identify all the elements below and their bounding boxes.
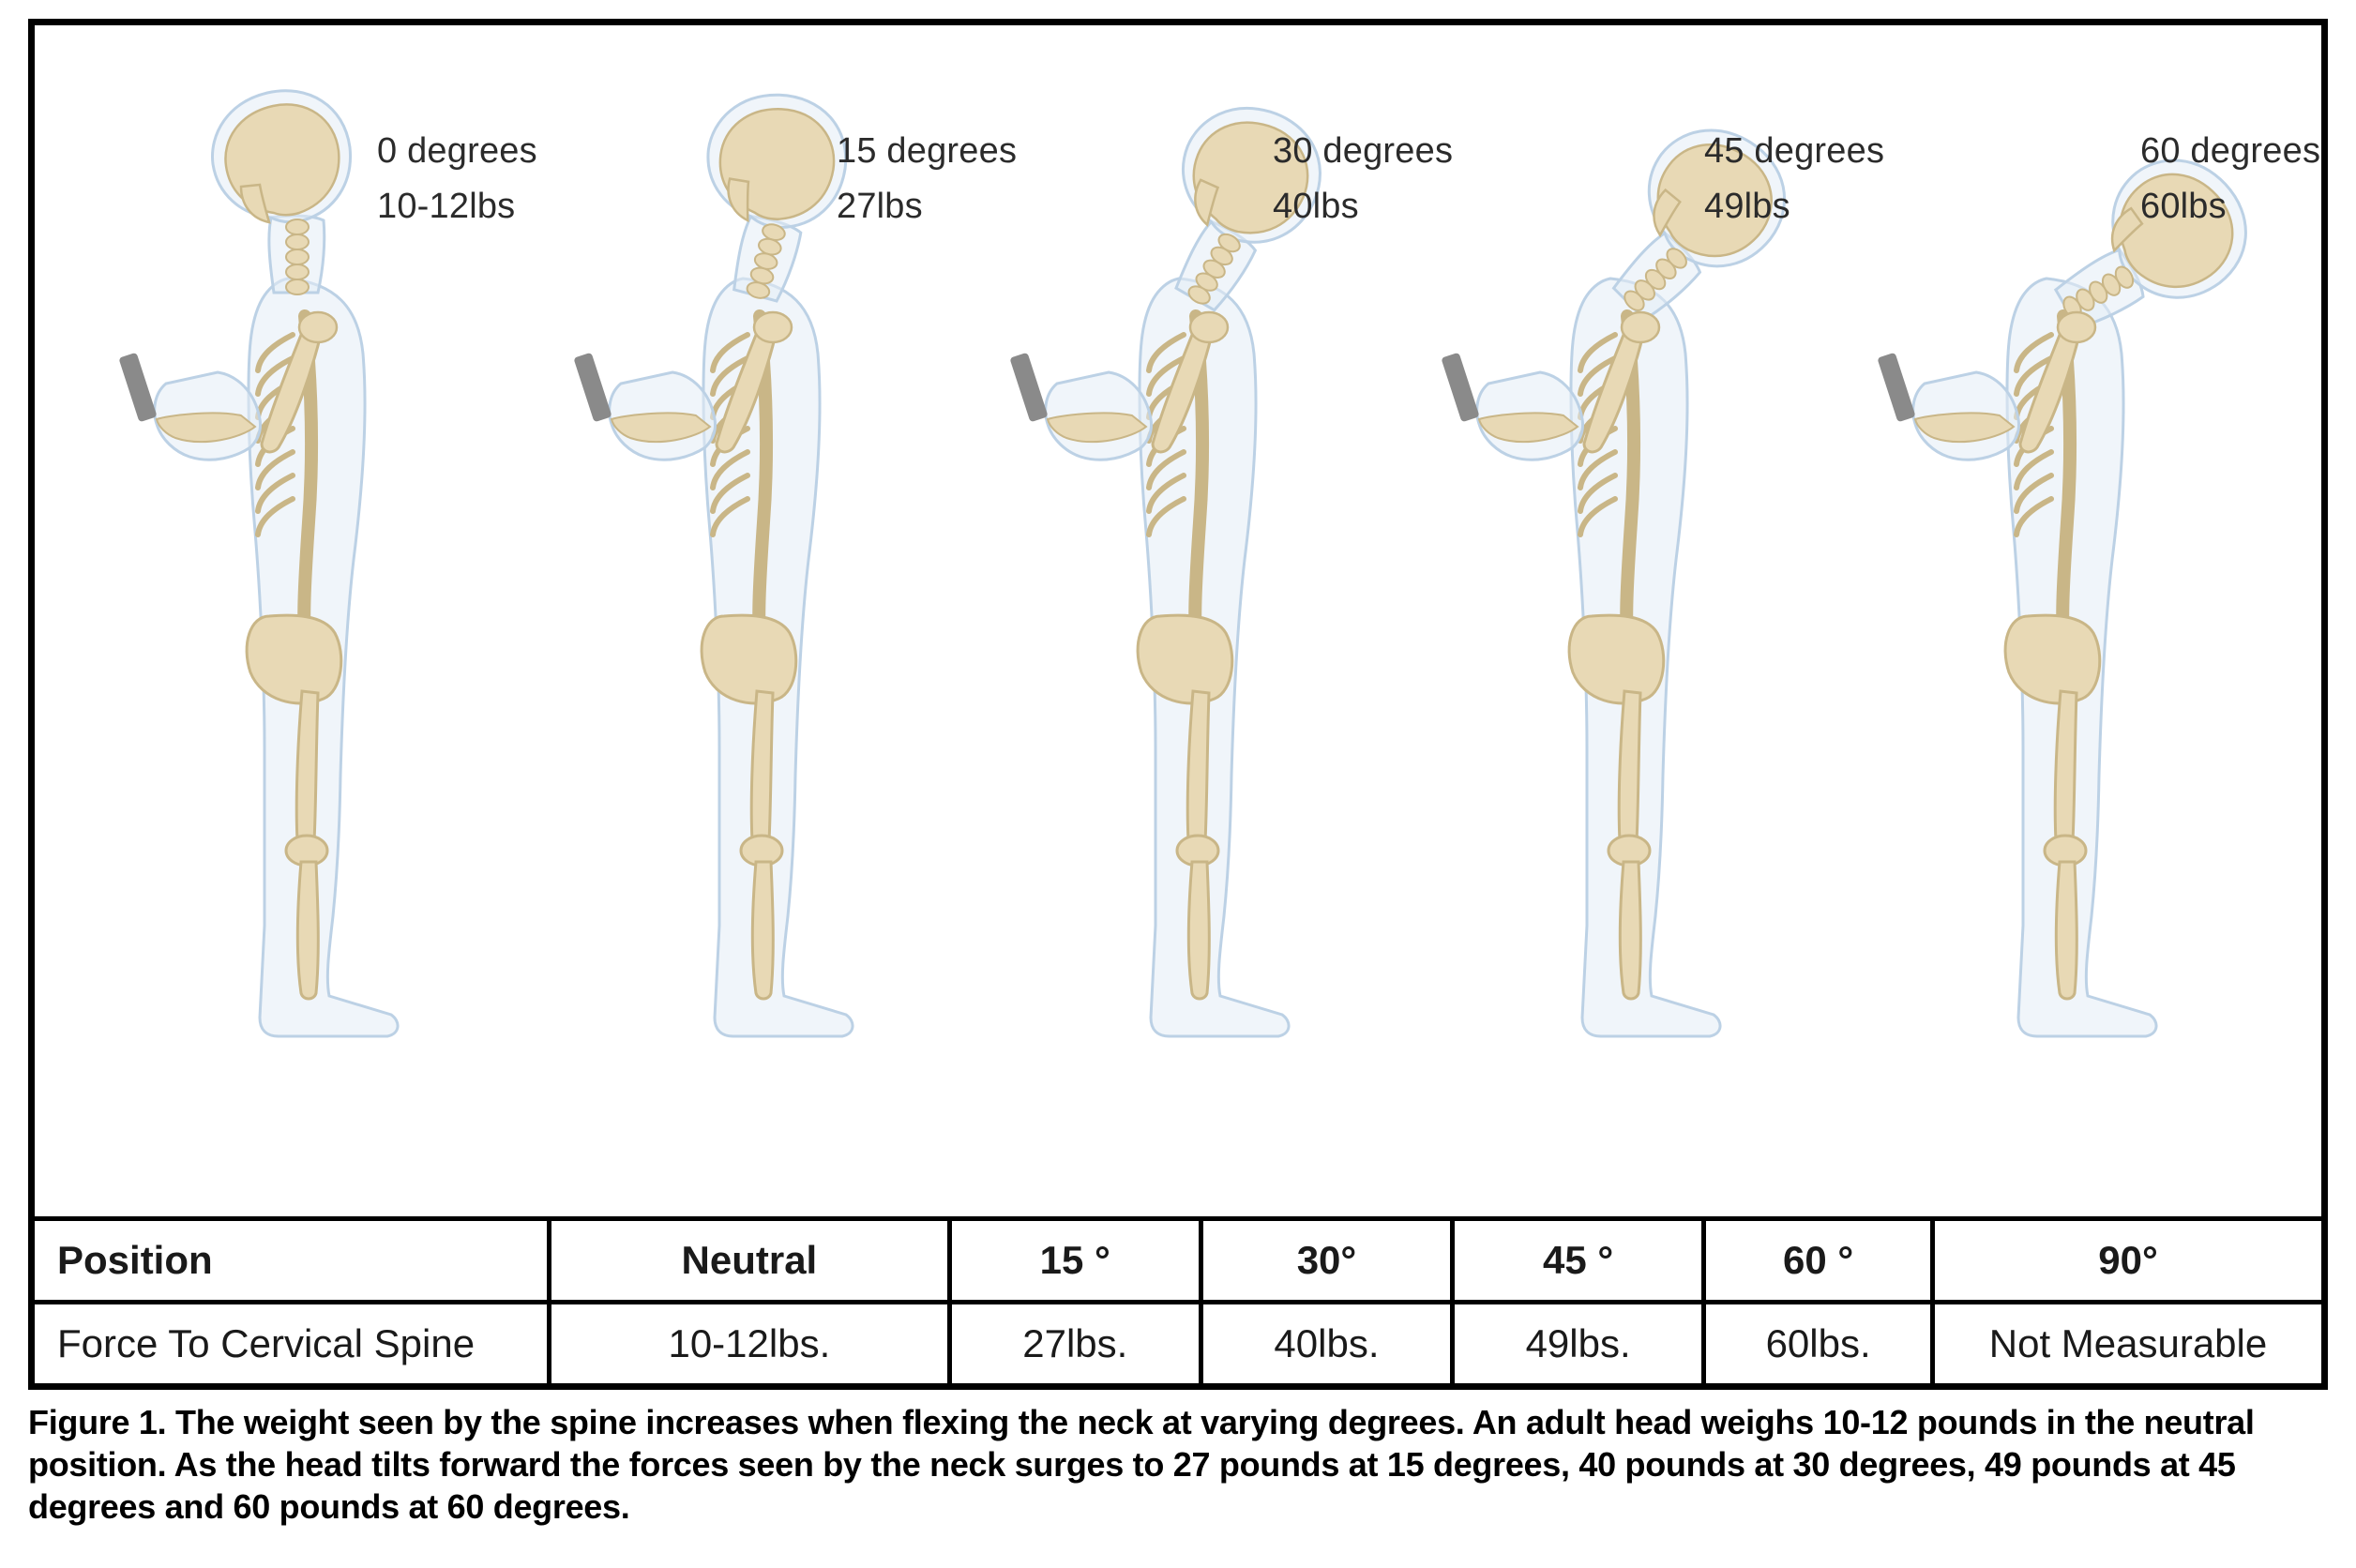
force-value: 27lbs. (949, 1303, 1201, 1384)
degree-label: 45 degrees (1704, 124, 1884, 179)
degree-label: 15 degrees (837, 124, 1017, 179)
table-body: Force To Cervical Spine10-12lbs.27lbs.40… (35, 1303, 2321, 1384)
posture-panel-60: 60 degrees 60lbs (1859, 53, 2328, 1085)
force-value: Not Measurable (1933, 1303, 2322, 1384)
col-header-position: Position (35, 1219, 550, 1303)
figure-caption: Figure 1. The weight seen by the spine i… (28, 1401, 2328, 1528)
force-table: PositionNeutral15 °30°45 °60 °90° Force … (35, 1216, 2321, 1383)
weight-label: 60lbs (2140, 179, 2320, 234)
force-value: 40lbs. (1201, 1303, 1452, 1384)
table-row: Force To Cervical Spine10-12lbs.27lbs.40… (35, 1303, 2321, 1384)
posture-panel-0: 0 degrees 10-12lbs (100, 53, 569, 1085)
posture-panel-45: 45 degrees 49lbs (1423, 53, 1892, 1085)
table-header-row: PositionNeutral15 °30°45 °60 °90° (35, 1219, 2321, 1303)
illustration-area: 0 degrees 10-12lbs (35, 25, 2321, 1216)
panel-labels: 45 degrees 49lbs (1704, 124, 1884, 234)
panel-labels: 15 degrees 27lbs (837, 124, 1017, 234)
col-header-angle: Neutral (550, 1219, 950, 1303)
col-header-angle: 90° (1933, 1219, 2322, 1303)
posture-panel-15: 15 degrees 27lbs (555, 53, 1024, 1085)
degree-label: 0 degrees (377, 124, 537, 179)
weight-label: 49lbs (1704, 179, 1884, 234)
col-header-angle: 60 ° (1704, 1219, 1933, 1303)
col-header-angle: 15 ° (949, 1219, 1201, 1303)
degree-label: 60 degrees (2140, 124, 2320, 179)
panel-labels: 60 degrees 60lbs (2140, 124, 2320, 234)
row-label: Force To Cervical Spine (35, 1303, 550, 1384)
weight-label: 10-12lbs (377, 179, 537, 234)
posture-panel-30: 30 degrees 40lbs (991, 53, 1460, 1085)
col-header-angle: 30° (1201, 1219, 1452, 1303)
weight-label: 27lbs (837, 179, 1017, 234)
force-value: 10-12lbs. (550, 1303, 950, 1384)
col-header-angle: 45 ° (1453, 1219, 1704, 1303)
force-value: 49lbs. (1453, 1303, 1704, 1384)
panel-labels: 0 degrees 10-12lbs (377, 124, 537, 234)
force-value: 60lbs. (1704, 1303, 1933, 1384)
figure-container: 0 degrees 10-12lbs (28, 19, 2328, 1390)
